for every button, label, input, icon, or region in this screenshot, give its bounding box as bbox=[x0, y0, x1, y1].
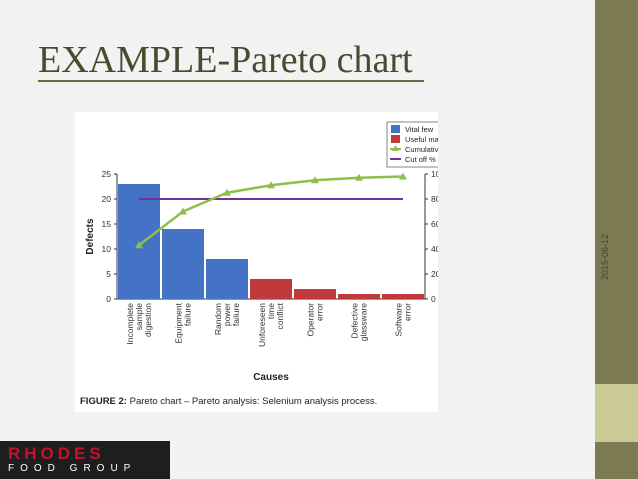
bar bbox=[162, 229, 204, 299]
y-tick-label: 15 bbox=[102, 219, 112, 229]
bar bbox=[294, 289, 336, 299]
caption-text: Pareto chart – Pareto analysis: Selenium… bbox=[126, 396, 378, 407]
y-tick-label: 5 bbox=[106, 269, 111, 279]
cumulative-point bbox=[135, 241, 143, 249]
x-tick-label-line: Incomplete bbox=[125, 303, 135, 345]
y2-tick-label: 40 bbox=[431, 244, 438, 254]
logo-top-text: RHODES bbox=[8, 444, 105, 463]
legend-swatch bbox=[391, 135, 400, 143]
figure-caption: FIGURE 2: Pareto chart – Pareto analysis… bbox=[80, 396, 377, 407]
bar bbox=[382, 294, 424, 299]
legend-label: Cut off % bbox=[405, 155, 436, 164]
bar bbox=[250, 279, 292, 299]
cumulative-point bbox=[223, 188, 231, 196]
x-tick-label-line: Defective bbox=[350, 303, 360, 339]
side-panel-bottom bbox=[595, 442, 638, 479]
x-tick-label-line: Random bbox=[213, 303, 223, 335]
x-tick-label-line: Operator bbox=[306, 303, 316, 337]
x-tick-label: Unforeseentimeconflict bbox=[257, 302, 285, 347]
x-tick-label-line: time bbox=[266, 303, 276, 319]
y2-tick-label: 80 bbox=[431, 194, 438, 204]
cumulative-point bbox=[399, 172, 407, 180]
cumulative-point bbox=[267, 181, 275, 189]
x-tick-label: Operatorerror bbox=[306, 303, 325, 337]
legend-label: Useful many bbox=[405, 135, 438, 144]
cumulative-point bbox=[355, 173, 363, 181]
slide-title: EXAMPLE-Pareto chart bbox=[38, 39, 413, 81]
pareto-figure: 0 5 10 15 20 25 0 20 40 60 80 100 Incompletesampledi… bbox=[75, 112, 466, 412]
y-tick-label: 25 bbox=[102, 169, 112, 179]
caption-label: FIGURE 2: bbox=[80, 396, 127, 407]
x-tick-label-line: Unforeseen bbox=[257, 303, 267, 347]
date-container: 2015-06-12 bbox=[600, 210, 612, 280]
x-tick-label: Equipmentfailure bbox=[174, 302, 193, 343]
legend-label: Cumulative % bbox=[405, 145, 438, 154]
cumulative-point bbox=[179, 207, 187, 215]
side-accent bbox=[595, 384, 638, 442]
cumulative-point bbox=[311, 176, 319, 184]
logo-bottom-text: FOOD GROUP bbox=[8, 463, 137, 474]
x-tick-label-line: conflict bbox=[275, 302, 285, 329]
x-tick-label: Softwareerror bbox=[394, 303, 413, 337]
x-tick-label-line: failure bbox=[231, 303, 241, 326]
bar bbox=[338, 294, 380, 299]
pareto-chart: 0 5 10 15 20 25 0 20 40 60 80 100 Incompletesampledi… bbox=[85, 121, 466, 383]
x-tick-label-line: Equipment bbox=[174, 302, 184, 343]
y2-tick-label: 60 bbox=[431, 219, 438, 229]
legend-marker bbox=[392, 145, 399, 151]
x-tick-label: Randompowerfailure bbox=[213, 303, 241, 335]
x-tick-label-line: failure bbox=[183, 303, 193, 326]
x-tick-label-line: sample bbox=[134, 303, 144, 331]
x-tick-label-line: glassware bbox=[359, 303, 369, 342]
x-tick-label-line: error bbox=[403, 303, 413, 321]
slide-date: 2015-06-12 bbox=[600, 233, 610, 280]
x-tick-label-line: Software bbox=[394, 303, 404, 337]
y-tick-label: 20 bbox=[102, 194, 112, 204]
y2-tick-label: 0 bbox=[431, 294, 436, 304]
y2-tick-label: 20 bbox=[431, 269, 438, 279]
x-tick-label: Incompletesampledigestion bbox=[125, 303, 153, 345]
y-tick-label: 0 bbox=[106, 294, 111, 304]
x-tick-label-line: digestion bbox=[143, 303, 153, 337]
x-tick-label: Defectiveglassware bbox=[350, 303, 369, 342]
y-axis-title: Defects bbox=[85, 218, 96, 255]
y-tick-label: 10 bbox=[102, 244, 112, 254]
bar bbox=[206, 259, 248, 299]
title-underline bbox=[38, 80, 424, 82]
legend-label: Vital few bbox=[405, 125, 434, 134]
x-tick-label-line: power bbox=[222, 303, 232, 326]
x-tick-label-line: error bbox=[315, 303, 325, 321]
legend-swatch bbox=[391, 125, 400, 133]
y2-tick-label: 100 bbox=[431, 169, 438, 179]
company-logo: RHODES FOOD GROUP bbox=[0, 441, 170, 479]
x-axis-title: Causes bbox=[253, 372, 289, 383]
